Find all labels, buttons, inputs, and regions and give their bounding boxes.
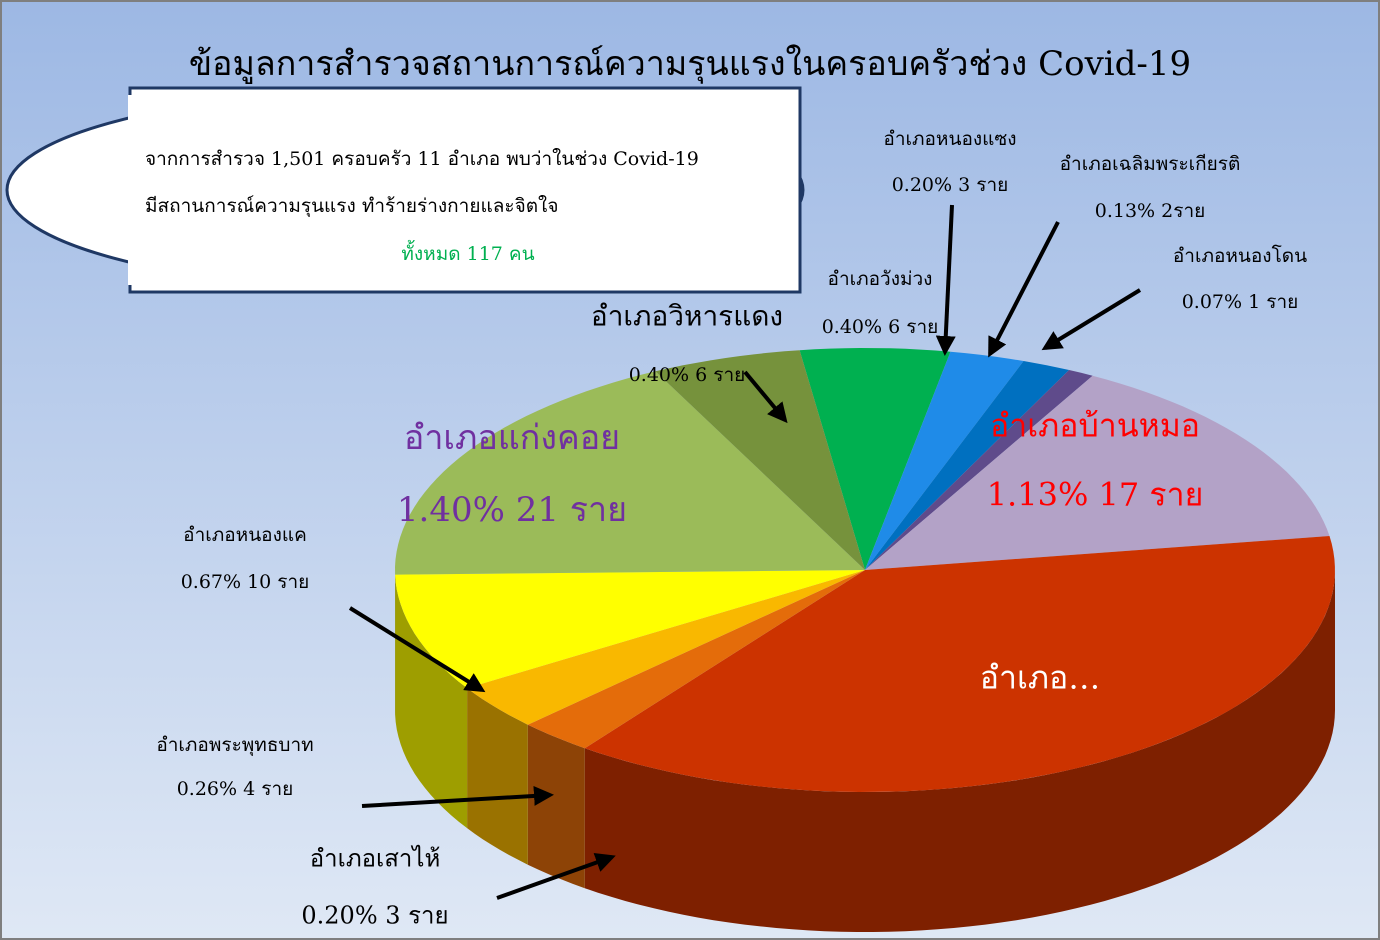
pie bbox=[395, 348, 1335, 932]
category-label: อำเภอหนองแค bbox=[183, 524, 307, 546]
arrows bbox=[348, 204, 1142, 900]
slice bbox=[865, 370, 1093, 570]
category-label: อำเภอหนองแซง bbox=[883, 128, 1016, 150]
slice bbox=[395, 570, 865, 689]
value-label: 0.67% 10 ราย bbox=[181, 571, 310, 593]
callout-line: มีสถานการณ์ความรุนแรง ทำร้ายร่างกายและจิ… bbox=[145, 195, 558, 218]
slice bbox=[865, 361, 1070, 570]
chart-title: ข้อมูลการสำรวจสถานการณ์ความรุนแรงในครอบค… bbox=[189, 44, 1191, 84]
value-label: 0.26% 4 ราย bbox=[177, 778, 294, 800]
category-label: อำเภอเฉลิมพระเกียรติ bbox=[1060, 153, 1241, 175]
category-label: อำเภอพระพุทธบาท bbox=[156, 734, 313, 757]
slice bbox=[467, 570, 865, 725]
value-label: 1.13% 17 ราย bbox=[987, 476, 1204, 514]
category-label: อำเภอหนองโดน bbox=[1173, 244, 1307, 267]
slice bbox=[865, 351, 1024, 570]
slice-side bbox=[467, 688, 528, 865]
value-label: 0.40% 6 ราย bbox=[822, 316, 939, 338]
value-label: 0.13% 2ราย bbox=[1095, 200, 1206, 222]
slice bbox=[527, 570, 865, 749]
value-label: 0.40% 6 ราย bbox=[629, 364, 746, 386]
slice-side bbox=[395, 574, 468, 829]
value-label: 1.40% 21 ราย bbox=[397, 490, 627, 530]
callout-line: ทั้งหมด 117 คน bbox=[401, 240, 534, 265]
slice-side bbox=[584, 570, 1335, 932]
slice bbox=[584, 536, 1335, 792]
slice bbox=[865, 375, 1330, 570]
slice bbox=[395, 371, 865, 575]
slice bbox=[799, 348, 951, 570]
slice-side bbox=[527, 724, 585, 889]
category-label: อำเภอแก่งคอย bbox=[404, 418, 620, 458]
category-label: อำเภอวิหารแดง bbox=[591, 300, 783, 333]
value-label: 0.20% 3 ราย bbox=[892, 174, 1009, 196]
callout-line: จากการสำรวจ 1,501 ครอบครัว 11 อำเภอ พบว่… bbox=[145, 148, 699, 170]
category-label: อำเภอเสาไห้ bbox=[310, 845, 441, 873]
slice bbox=[655, 350, 865, 570]
category-label: อำเภอ… bbox=[980, 659, 1100, 697]
callout: จากการสำรวจ 1,501 ครอบครัว 11 อำเภอ พบว่… bbox=[5, 86, 805, 294]
category-label: อำเภอบ้านหมอ bbox=[990, 407, 1200, 445]
value-label: 0.20% 3 ราย bbox=[301, 902, 448, 930]
category-label: อำเภอวังม่วง bbox=[828, 268, 933, 290]
value-label: 0.07% 1 ราย bbox=[1182, 291, 1299, 313]
